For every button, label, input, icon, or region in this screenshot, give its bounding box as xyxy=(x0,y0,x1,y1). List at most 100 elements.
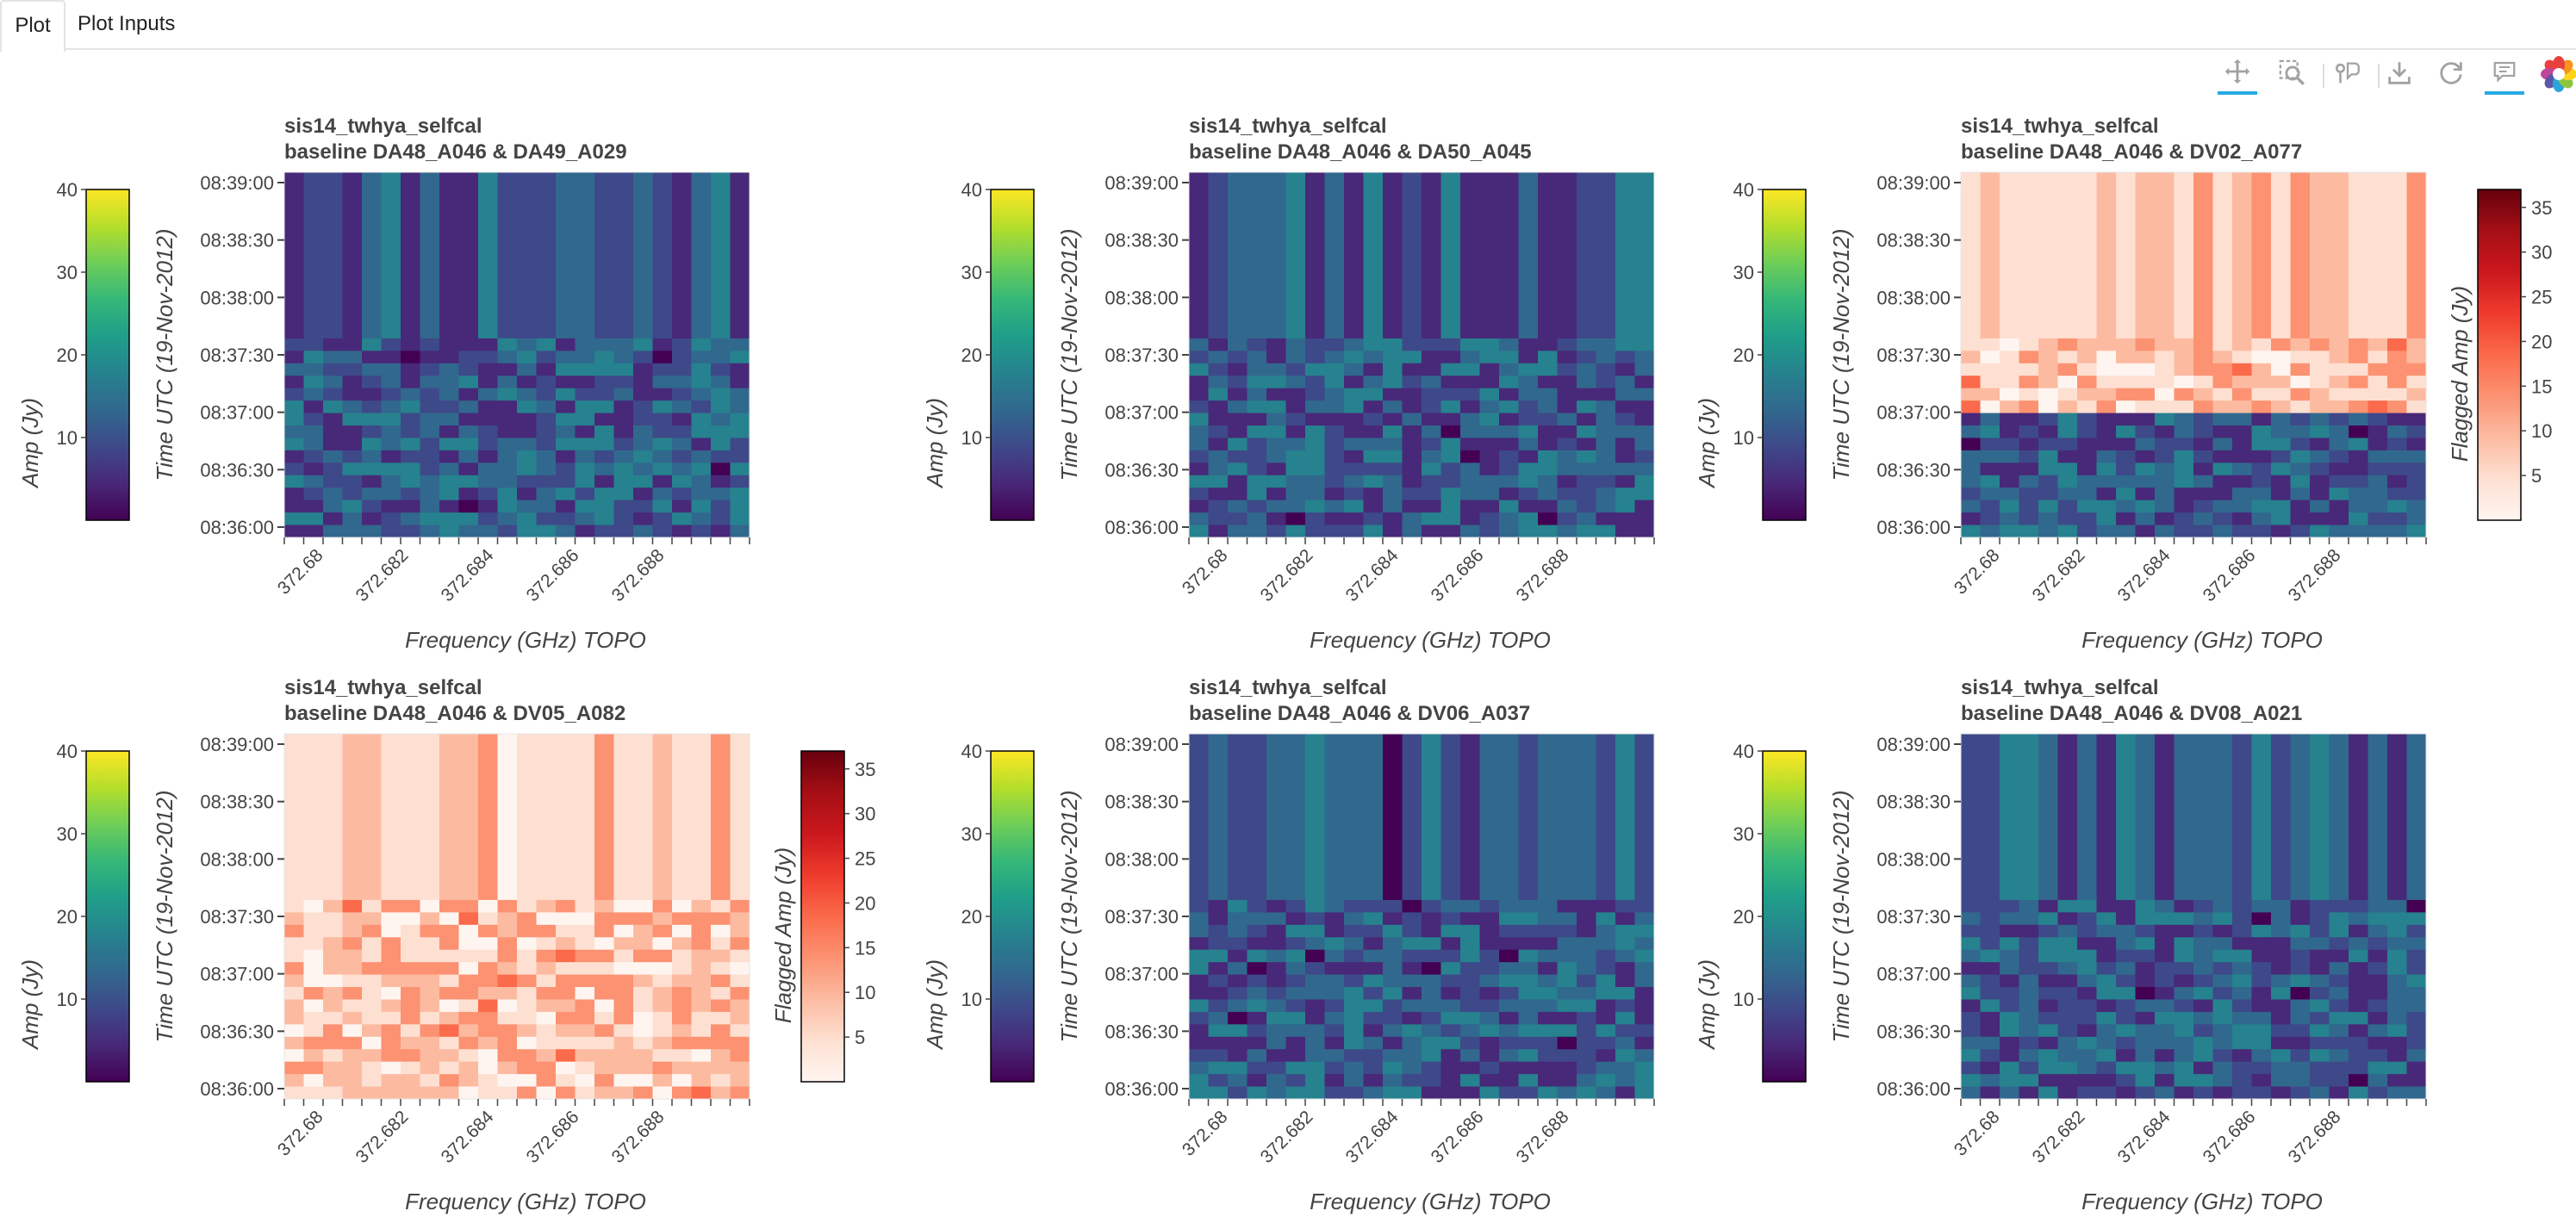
heatmap-cell xyxy=(613,413,634,426)
heatmap-cell xyxy=(1344,949,1364,963)
pan-icon[interactable] xyxy=(2218,52,2257,95)
heatmap-cell xyxy=(613,172,634,339)
heatmap-cell xyxy=(2019,1011,2039,1025)
heatmap-cell xyxy=(2271,487,2291,501)
heatmap-cell xyxy=(2174,376,2194,389)
heatmap-cell xyxy=(575,413,595,426)
heatmap-cell xyxy=(1518,400,1539,413)
heatmap-cell xyxy=(2116,999,2136,1013)
bokeh-logo[interactable] xyxy=(2540,55,2576,93)
heatmap-cell xyxy=(2077,1061,2097,1075)
comment-icon[interactable] xyxy=(2485,52,2524,95)
heatmap-cell xyxy=(2387,999,2407,1013)
heatmap-cell xyxy=(1557,1011,1577,1025)
heatmap-cell xyxy=(556,487,576,501)
heatmap-cell xyxy=(323,734,343,901)
heatmap-cell xyxy=(575,924,595,938)
heatmap-cell xyxy=(1596,1036,1616,1050)
heatmap-cell xyxy=(711,1061,731,1075)
heatmap-cell xyxy=(1518,937,1539,951)
heatmap-cell xyxy=(1577,1049,1596,1063)
save-icon[interactable] xyxy=(2380,52,2419,95)
heatmap-cell xyxy=(284,363,304,376)
reset-icon[interactable] xyxy=(2431,52,2471,95)
heatmap-cell xyxy=(1538,1086,1558,1100)
heatmap-cell xyxy=(2349,1049,2368,1063)
heatmap-cell xyxy=(478,487,498,501)
tab-plot[interactable]: Plot xyxy=(0,0,65,52)
heatmap-cell xyxy=(2057,987,2078,1000)
heatmap-cell xyxy=(2271,512,2291,525)
heatmap-cell xyxy=(1980,525,2000,538)
heatmap-cell xyxy=(2349,912,2368,926)
heatmap-cell xyxy=(497,172,518,339)
heatmap-cell xyxy=(2038,425,2058,438)
heatmap-cell xyxy=(594,1061,614,1075)
heatmap-cell xyxy=(691,425,712,438)
heatmap-cell xyxy=(1324,512,1345,525)
heatmap-cell xyxy=(1189,475,1209,488)
heatmap-cell xyxy=(1557,999,1577,1013)
heatmap-cell xyxy=(1980,1086,2000,1100)
heatmap-cell xyxy=(2310,525,2330,538)
heatmap-cell xyxy=(1634,974,1655,988)
heatmap-cell xyxy=(2329,912,2349,926)
heatmap-cell xyxy=(1285,363,1306,376)
heatmap-cell xyxy=(2368,1061,2388,1075)
heatmap-cell xyxy=(1596,899,1616,913)
heatmap-cell xyxy=(1479,999,1500,1013)
heatmap-cell xyxy=(1383,487,1403,501)
heatmap-cell xyxy=(2368,351,2388,364)
heatmap-cell xyxy=(2349,1011,2368,1025)
heatmap-cell xyxy=(342,450,363,463)
heatmap-cell xyxy=(730,487,750,501)
heatmap-cell xyxy=(497,734,518,901)
heatmap-cell xyxy=(711,388,731,401)
heatmap-cell xyxy=(1980,463,2000,476)
heatmap-cell xyxy=(420,999,440,1013)
heatmap-cell xyxy=(1577,1024,1596,1038)
heatmap-cell xyxy=(1499,487,1519,501)
heatmap-cell xyxy=(2212,734,2233,901)
heatmap-cell xyxy=(2290,500,2311,513)
heatmap-cell xyxy=(2387,949,2407,963)
heatmap-cell xyxy=(672,388,692,401)
heatmap-cell xyxy=(2057,400,2078,413)
heatmap-cell xyxy=(420,525,440,538)
heatmap-cell xyxy=(1980,912,2000,926)
heatmap-cell xyxy=(1440,463,1461,476)
heatmap-cell xyxy=(652,999,673,1013)
heatmap-cell xyxy=(2155,949,2175,963)
y-axis-label: Time UTC (19-Nov-2012) xyxy=(152,228,177,481)
heatmap-cell xyxy=(439,1086,459,1100)
heatmap-cell xyxy=(2329,1049,2349,1063)
heatmap-cell xyxy=(478,363,498,376)
heatmap-cell xyxy=(594,949,614,963)
heatmap-cell xyxy=(2368,987,2388,1000)
heatmap-cell xyxy=(1344,500,1364,513)
heatmap-cell xyxy=(420,912,440,926)
heatmap-cell xyxy=(2155,974,2175,988)
box-zoom-icon[interactable] xyxy=(2273,52,2312,95)
heatmap-cell xyxy=(1402,400,1422,413)
heatmap-cell xyxy=(2349,351,2368,364)
heatmap-cell xyxy=(517,376,537,389)
tab-plot-inputs[interactable]: Plot Inputs xyxy=(78,12,176,35)
heatmap-cell xyxy=(2271,376,2291,389)
heatmap-cell xyxy=(2193,512,2213,525)
heatmap-cell xyxy=(2096,937,2117,951)
heatmap-cell xyxy=(323,450,343,463)
heatmap-cell xyxy=(2038,487,2058,501)
hover-icon[interactable] xyxy=(2328,52,2368,95)
heatmap-cell xyxy=(284,525,304,538)
heatmap-cell xyxy=(1479,463,1500,476)
heatmap-cell xyxy=(1980,1024,2000,1038)
heatmap-cell xyxy=(1440,734,1461,901)
